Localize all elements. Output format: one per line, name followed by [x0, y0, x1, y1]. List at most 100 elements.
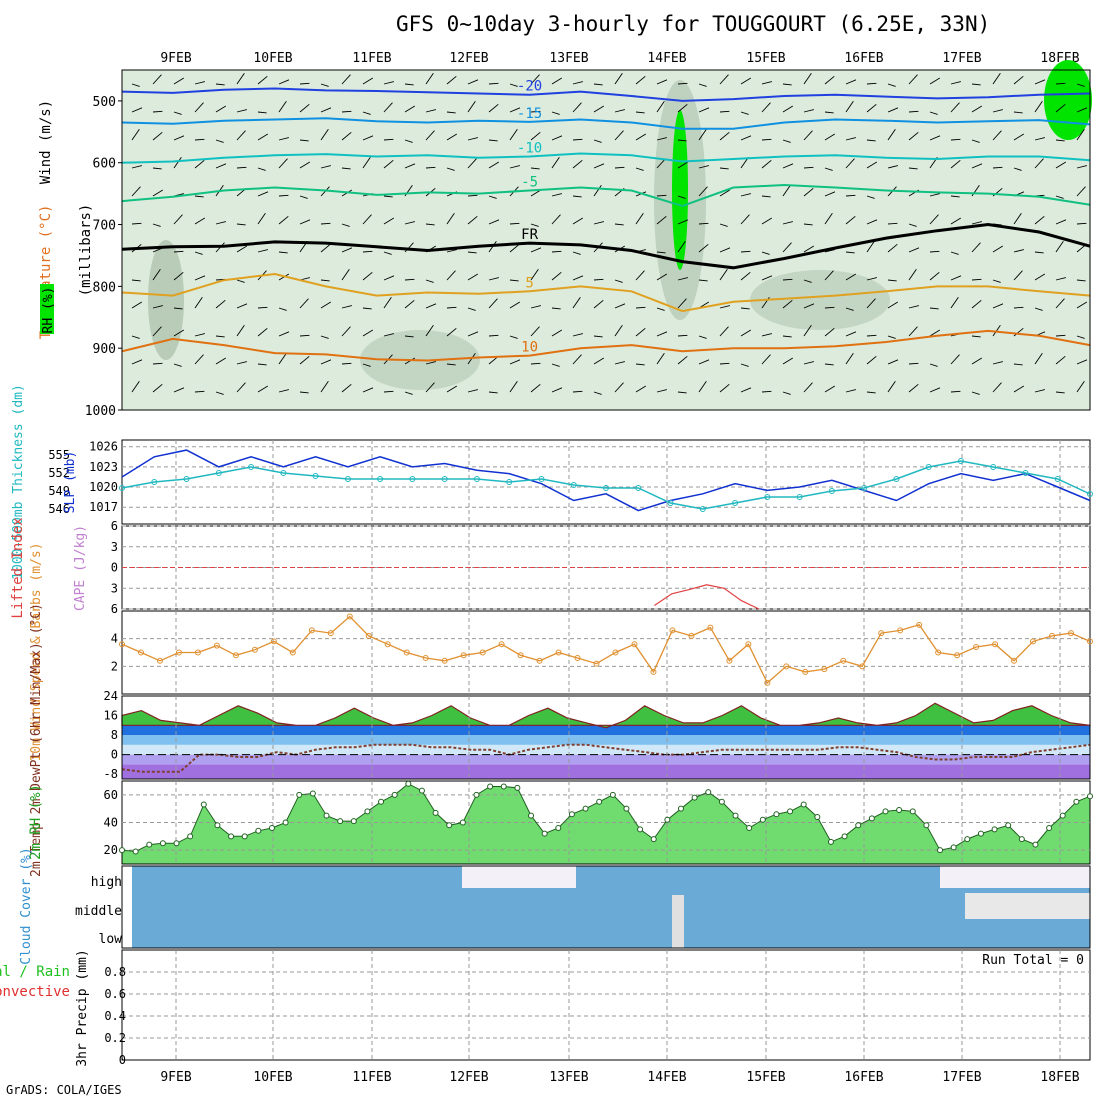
isotherm-10 [121, 329, 1091, 362]
wind-barb [446, 385, 458, 393]
wind-barb [488, 334, 499, 337]
thickness-point [119, 485, 125, 491]
wind-barb [362, 387, 374, 393]
thickness-point [828, 488, 835, 494]
wind-barb [278, 194, 289, 197]
wind-barb [257, 306, 268, 309]
wind-barb [971, 278, 982, 281]
wind-barb [1055, 139, 1065, 142]
wind-barb [341, 326, 351, 337]
wind-barb [992, 382, 1002, 393]
wind-barb [845, 307, 854, 311]
wind-barb [1013, 213, 1022, 225]
precip-ytick-label: 0.6 [104, 987, 126, 1001]
wind-barb [152, 269, 161, 281]
wind-barb [425, 382, 435, 393]
wind-barb [593, 335, 603, 338]
isotherm-label: 10 [521, 340, 538, 356]
wind-barb [152, 131, 163, 141]
wind-barb [992, 166, 1003, 169]
temp-ytick-label: -8 [104, 767, 118, 781]
sounding-ytick-label: 1000 [85, 404, 116, 419]
wind-barb [131, 107, 143, 113]
wind-barb [152, 189, 164, 197]
wind-barb [194, 81, 205, 85]
2m-rh-point [1046, 825, 1053, 832]
wind-barb [677, 277, 688, 281]
cloud-level-label: low [99, 932, 123, 947]
wind-barb [383, 138, 394, 141]
wind-barb [362, 363, 371, 367]
wind-speed-point [346, 613, 353, 620]
wind-barb [761, 217, 773, 225]
wind-barb [677, 195, 686, 199]
wind-barb [908, 326, 918, 337]
wind-barb [530, 167, 540, 170]
wind-barb [551, 193, 562, 197]
wind-speed-point [897, 627, 904, 634]
wind-barb [299, 161, 311, 169]
2m-rh-point [718, 798, 725, 805]
thickness-point [861, 485, 868, 491]
2m-rh-point [1059, 812, 1066, 819]
wind-barb [803, 130, 813, 141]
slp-ytick-label: 1017 [89, 500, 118, 514]
wind-barb [278, 251, 288, 254]
wind-barb [782, 357, 794, 365]
precip-run-total: Run Total = 0 [982, 953, 1084, 968]
2m-rh-point [323, 812, 330, 819]
wind-barb [488, 277, 499, 281]
wind-barb [446, 167, 455, 171]
wind-barb [824, 249, 835, 253]
top-date-label: 12FEB [449, 51, 488, 66]
wind-barb [656, 331, 668, 337]
2m-rh-point [787, 808, 794, 815]
lifted-index-axis-label-group: Lifted Index [10, 517, 26, 618]
wind-barb [551, 111, 560, 115]
wind-barb [782, 221, 793, 225]
wind-barb [383, 102, 393, 113]
wind-barb [782, 391, 791, 395]
wind-speed-point [764, 679, 771, 686]
wind-barb [740, 307, 750, 310]
isotherm-label: -15 [517, 106, 542, 122]
thickness-ytick-label: 555 [48, 448, 70, 462]
wind-barb [740, 193, 751, 197]
2m-rh-point [841, 833, 848, 840]
wind-barb [551, 307, 561, 310]
slp-axis-label-group: SLP (mb) [63, 451, 78, 514]
wind-barb [341, 362, 352, 365]
wind-barb [1076, 165, 1087, 169]
wind-barb [383, 333, 394, 337]
2m-rh-point [923, 822, 930, 829]
wind-barb [194, 297, 203, 309]
wind-barb [635, 213, 644, 225]
thickness-point [925, 464, 932, 470]
wind-barb [656, 307, 665, 311]
wind-barb [320, 243, 331, 253]
wind-barb [887, 243, 898, 253]
wind-barb [446, 327, 457, 337]
wind-barb [719, 362, 730, 365]
wind-barb [782, 105, 794, 113]
wind-barb [1055, 391, 1065, 394]
wind-barb [635, 327, 646, 337]
wind-barb [194, 217, 206, 225]
cloud-axis-label-group: Cloud Cover (%) [19, 847, 34, 964]
wind-barb [467, 194, 478, 197]
wind-barb [215, 221, 226, 225]
wind-barb [887, 129, 896, 141]
2m-rh-point [609, 791, 616, 798]
2m-rh-point [337, 818, 344, 825]
wind-barb [152, 223, 161, 227]
wind-barb [446, 306, 457, 309]
wind-barb [236, 73, 245, 85]
wind-barb [488, 139, 498, 142]
thickness-line [121, 460, 1091, 510]
2m-rh-point [187, 833, 194, 840]
2m-rh-point [977, 830, 984, 837]
wind-barb [257, 167, 266, 171]
wind-barb [761, 81, 772, 85]
rh-legend-label: RH (%) [41, 287, 56, 334]
wind-speed-point [612, 649, 619, 656]
